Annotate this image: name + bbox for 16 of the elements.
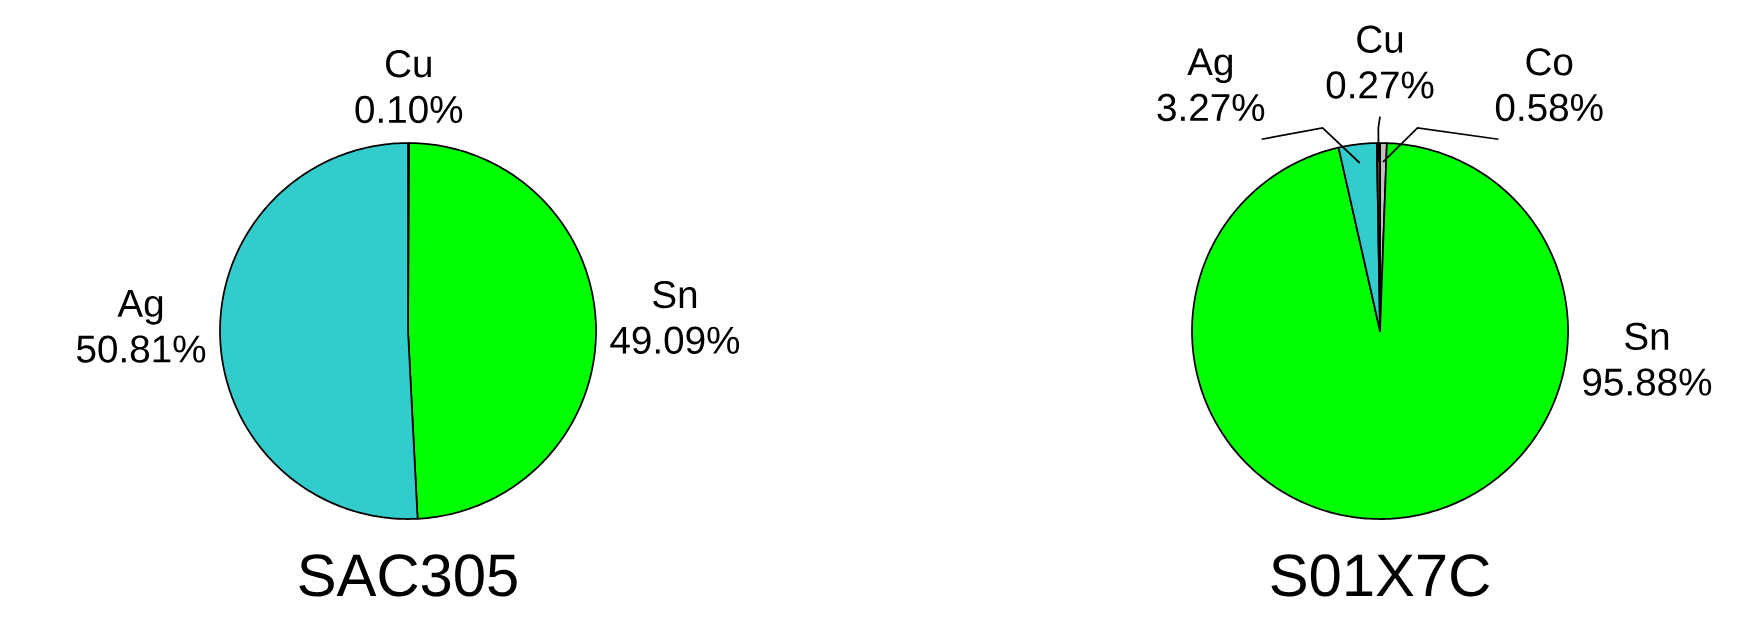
slice-label: Cu bbox=[386, 50, 431, 78]
data-label: 95.88% bbox=[1583, 368, 1712, 396]
data-label: 0.10% bbox=[355, 95, 463, 124]
text: SAC305 bbox=[299, 554, 517, 597]
text: S01X7C bbox=[1271, 554, 1490, 597]
slice-label: Co bbox=[1526, 48, 1573, 76]
data-label: 50.81% bbox=[77, 335, 206, 363]
data-label: 3.27% bbox=[1157, 93, 1265, 122]
data-label: 0.27% bbox=[1326, 71, 1434, 99]
slice-label: Sn bbox=[653, 280, 697, 309]
data-label: 0.58% bbox=[1495, 93, 1603, 122]
slice-label: Ag bbox=[1187, 48, 1232, 84]
slice-label: Sn bbox=[1625, 322, 1669, 351]
slice-label: Cu bbox=[1357, 25, 1403, 53]
data-label: 49.09% bbox=[610, 326, 740, 354]
slice-label: Ag bbox=[117, 290, 163, 325]
